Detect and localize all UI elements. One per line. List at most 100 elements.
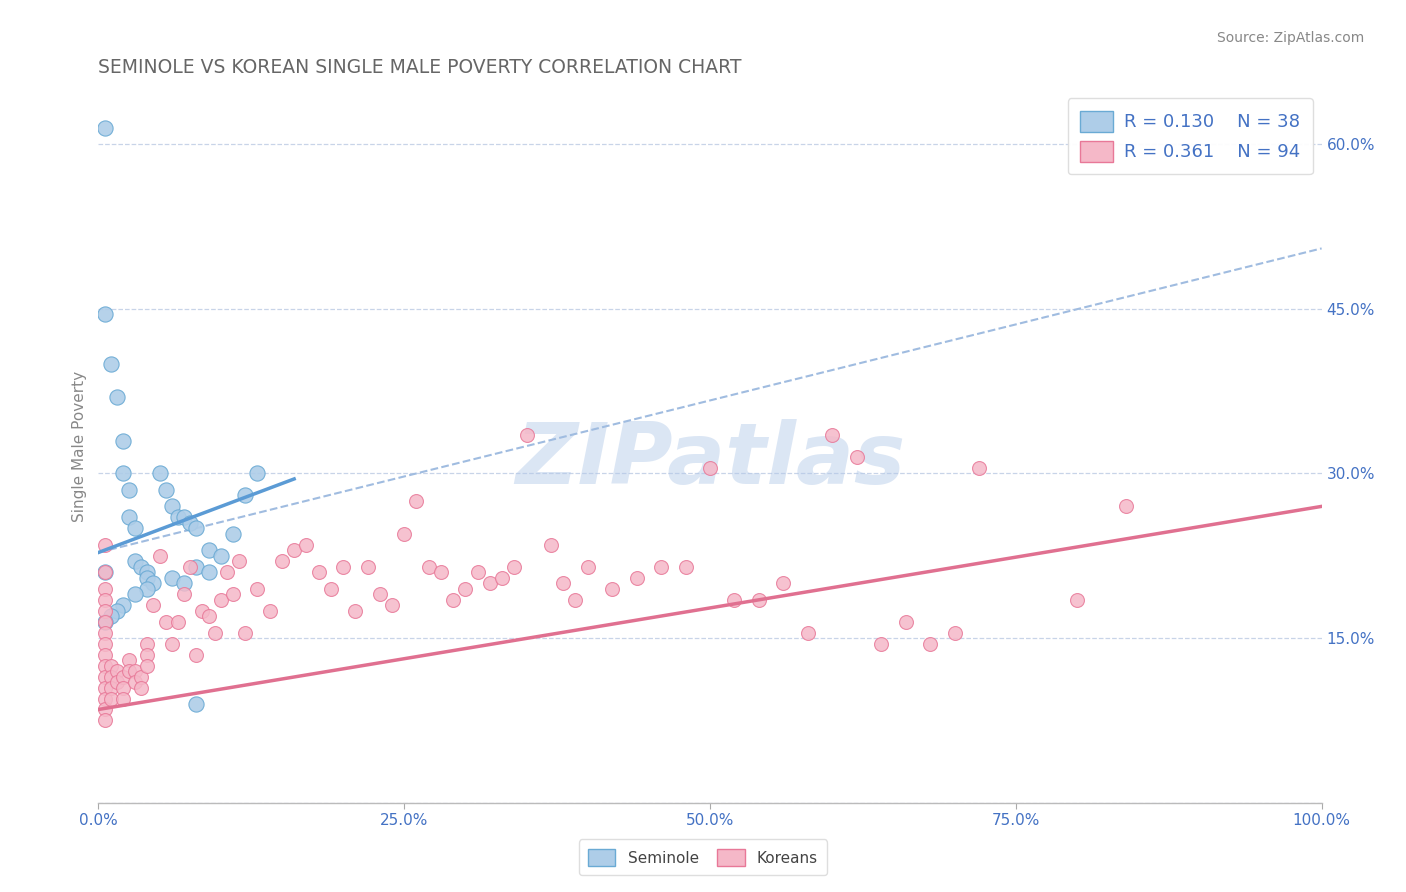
Legend: R = 0.130    N = 38, R = 0.361    N = 94: R = 0.130 N = 38, R = 0.361 N = 94: [1067, 98, 1313, 174]
Point: [118, 510, 141, 524]
Point: [100, 357, 122, 371]
Point: [491, 571, 513, 585]
Point: [93, 566, 115, 580]
Point: [564, 592, 586, 607]
Point: [233, 488, 256, 502]
Point: [93, 592, 115, 607]
Point: [515, 428, 537, 442]
Point: [186, 648, 208, 662]
Point: [503, 559, 526, 574]
Point: [467, 566, 489, 580]
Point: [93, 702, 115, 716]
Point: [186, 559, 208, 574]
Point: [179, 559, 201, 574]
Point: [209, 549, 232, 563]
Point: [772, 576, 794, 591]
Point: [93, 615, 115, 629]
Point: [650, 559, 672, 574]
Point: [105, 675, 128, 690]
Point: [136, 582, 159, 596]
Point: [93, 625, 115, 640]
Point: [430, 566, 453, 580]
Point: [93, 566, 115, 580]
Point: [392, 526, 416, 541]
Text: ZIPatlas: ZIPatlas: [515, 418, 905, 502]
Point: [675, 559, 697, 574]
Point: [111, 467, 134, 481]
Point: [295, 538, 318, 552]
Point: [111, 434, 134, 448]
Point: [821, 428, 844, 442]
Point: [136, 658, 159, 673]
Point: [191, 604, 214, 618]
Point: [368, 587, 391, 601]
Point: [540, 538, 562, 552]
Point: [209, 592, 232, 607]
Point: [356, 559, 378, 574]
Point: [246, 467, 269, 481]
Point: [124, 554, 146, 568]
Point: [173, 587, 195, 601]
Point: [797, 625, 820, 640]
Point: [93, 648, 115, 662]
Point: [197, 543, 219, 558]
Text: Source: ZipAtlas.com: Source: ZipAtlas.com: [1216, 31, 1364, 45]
Point: [136, 637, 159, 651]
Point: [173, 576, 195, 591]
Point: [93, 658, 115, 673]
Point: [246, 582, 269, 596]
Point: [100, 658, 122, 673]
Point: [626, 571, 648, 585]
Point: [149, 467, 172, 481]
Point: [179, 516, 201, 530]
Point: [600, 582, 623, 596]
Point: [215, 566, 238, 580]
Point: [943, 625, 966, 640]
Point: [124, 675, 146, 690]
Point: [222, 526, 245, 541]
Point: [93, 714, 115, 728]
Point: [259, 604, 281, 618]
Point: [155, 615, 177, 629]
Point: [222, 587, 245, 601]
Point: [270, 554, 294, 568]
Point: [155, 483, 177, 497]
Point: [723, 592, 745, 607]
Point: [124, 664, 146, 678]
Point: [136, 648, 159, 662]
Point: [308, 566, 330, 580]
Point: [111, 598, 134, 612]
Point: [93, 669, 115, 683]
Point: [149, 549, 172, 563]
Point: [129, 681, 152, 695]
Point: [93, 120, 115, 135]
Point: [441, 592, 464, 607]
Point: [142, 576, 165, 591]
Point: [93, 615, 115, 629]
Point: [167, 615, 190, 629]
Point: [204, 625, 226, 640]
Point: [136, 571, 159, 585]
Point: [233, 625, 256, 640]
Point: [118, 664, 141, 678]
Point: [118, 653, 141, 667]
Point: [283, 543, 305, 558]
Point: [870, 637, 893, 651]
Point: [105, 390, 128, 404]
Point: [160, 500, 183, 514]
Point: [454, 582, 477, 596]
Point: [167, 510, 190, 524]
Point: [319, 582, 342, 596]
Point: [111, 691, 134, 706]
Point: [1066, 592, 1088, 607]
Point: [124, 587, 146, 601]
Point: [93, 691, 115, 706]
Point: [100, 691, 122, 706]
Point: [173, 510, 195, 524]
Point: [93, 582, 115, 596]
Point: [405, 494, 427, 508]
Point: [920, 637, 942, 651]
Point: [197, 566, 219, 580]
Y-axis label: Single Male Poverty: Single Male Poverty: [72, 370, 87, 522]
Point: [1115, 500, 1137, 514]
